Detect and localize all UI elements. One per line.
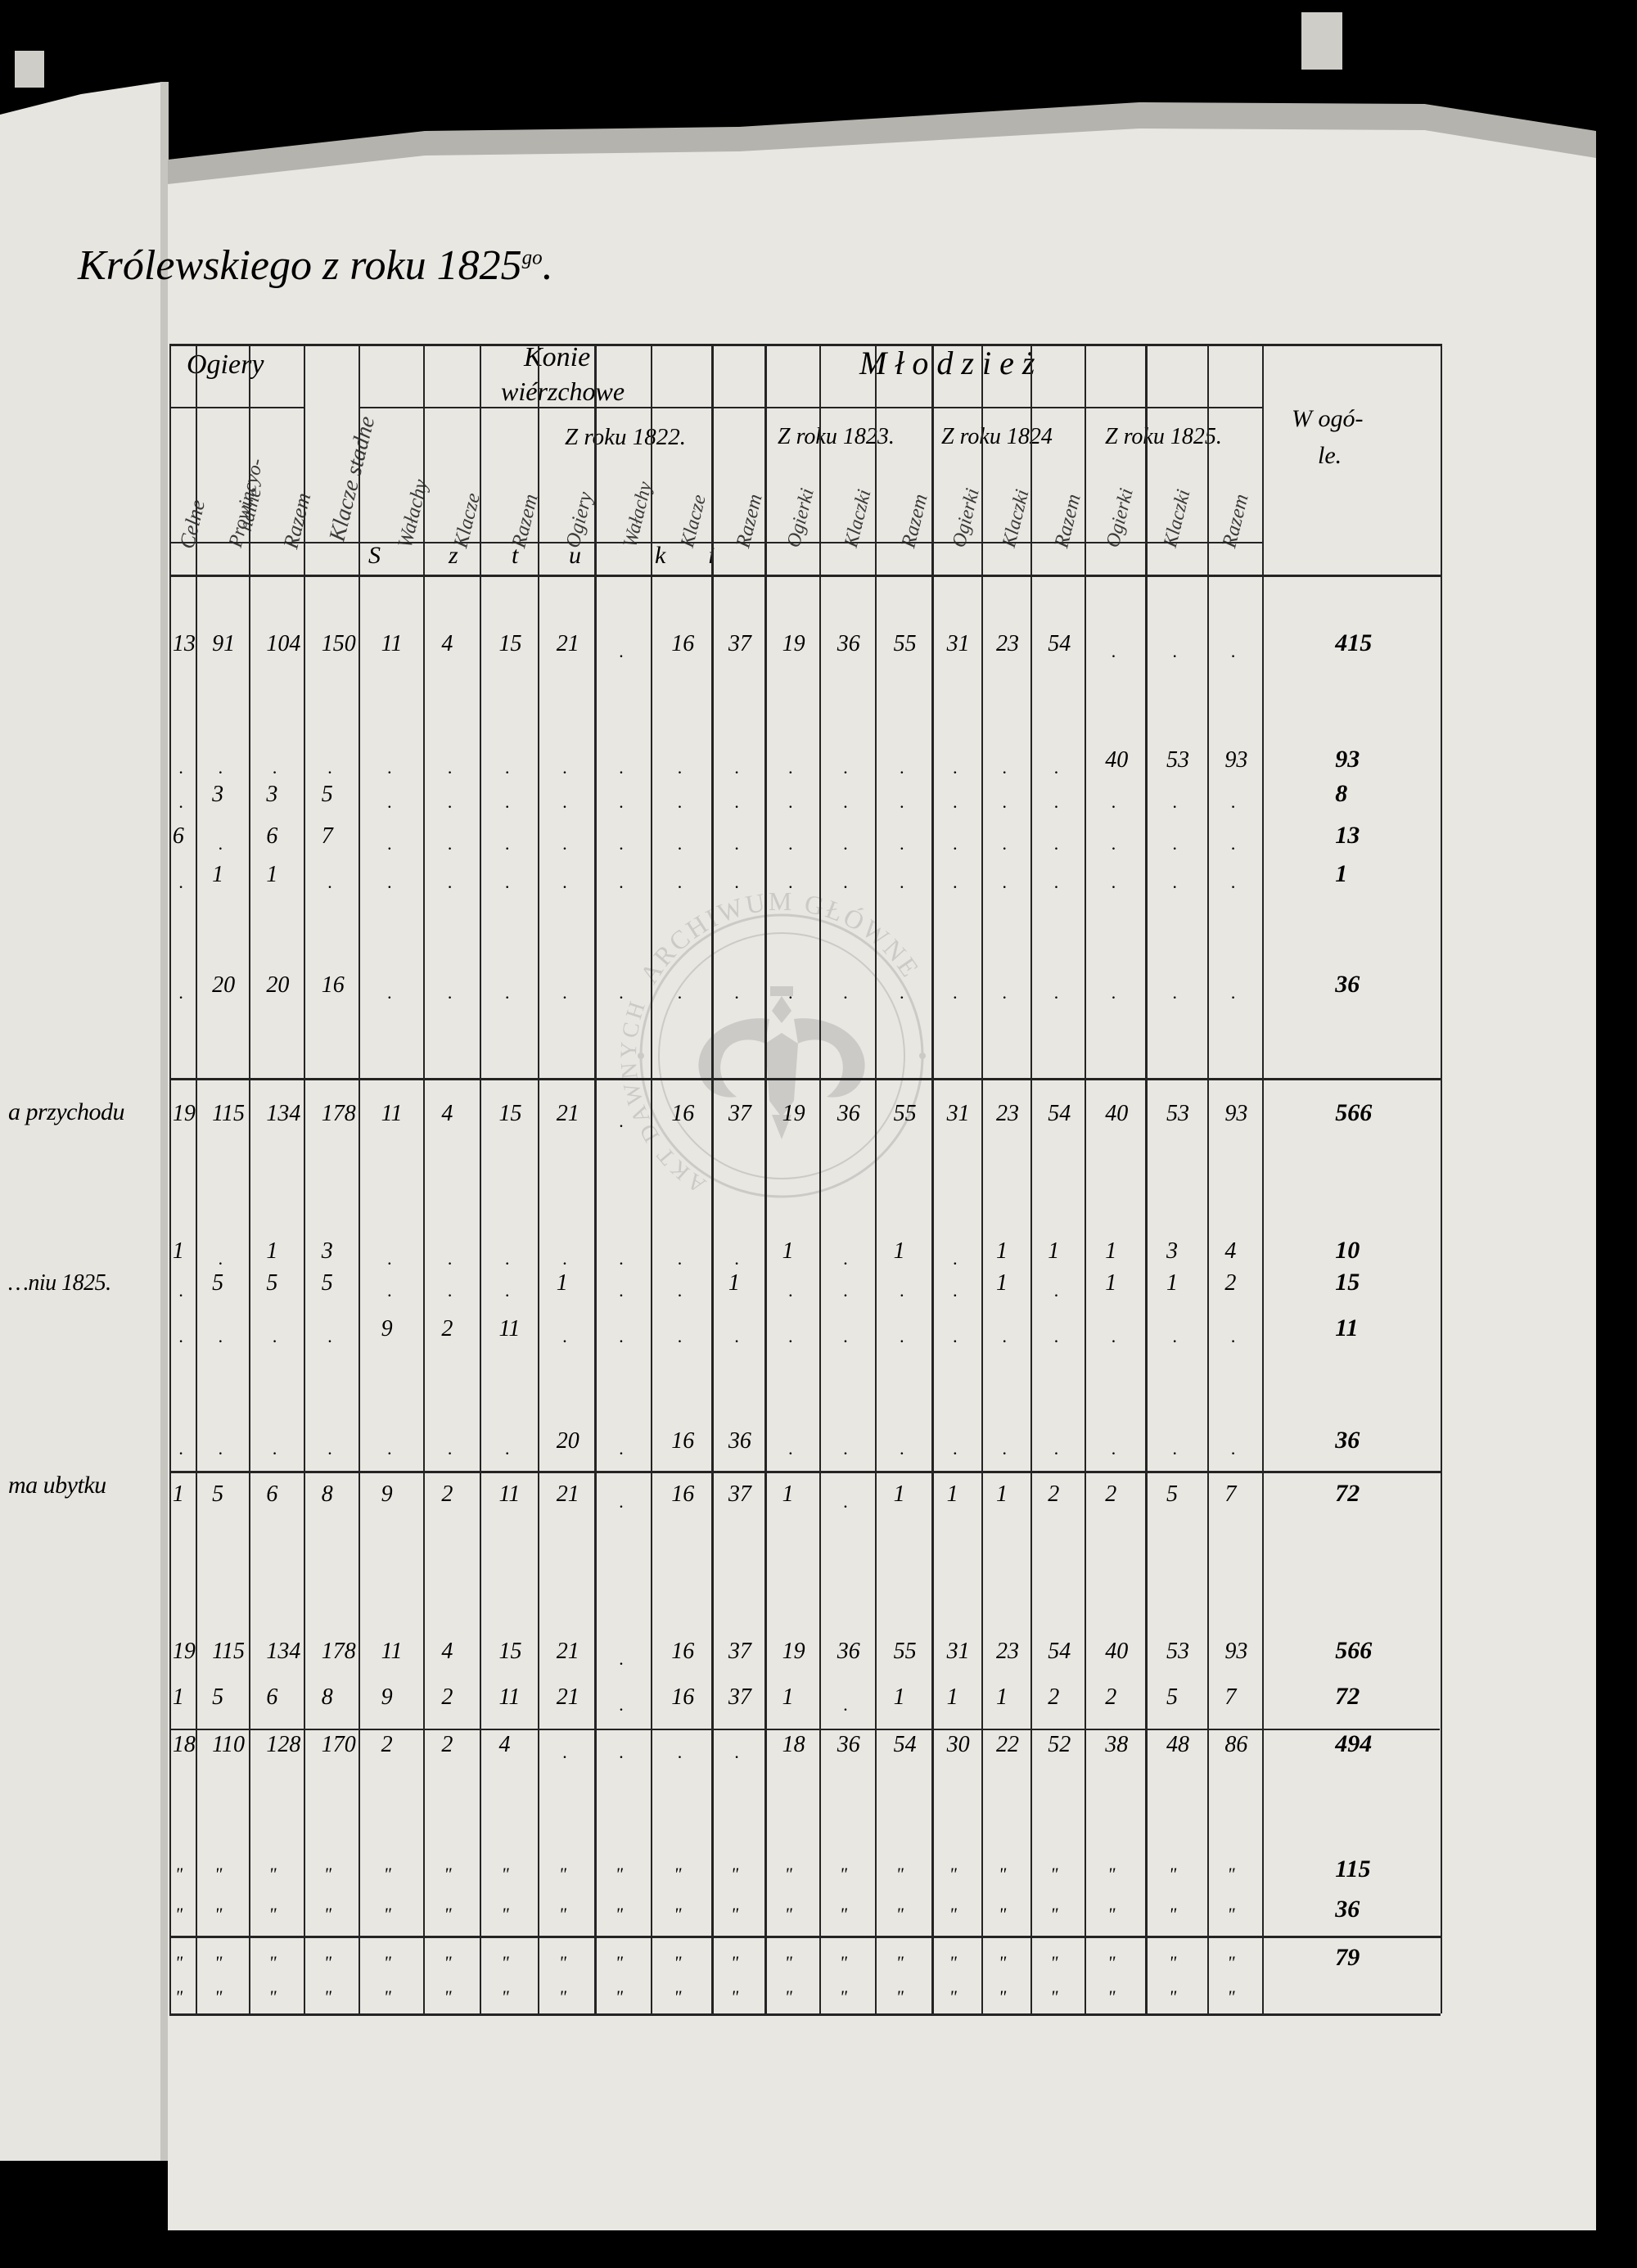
svg-text:ARCHIWUM GŁÓWNE: ARCHIWUM GŁÓWNE (634, 886, 926, 989)
